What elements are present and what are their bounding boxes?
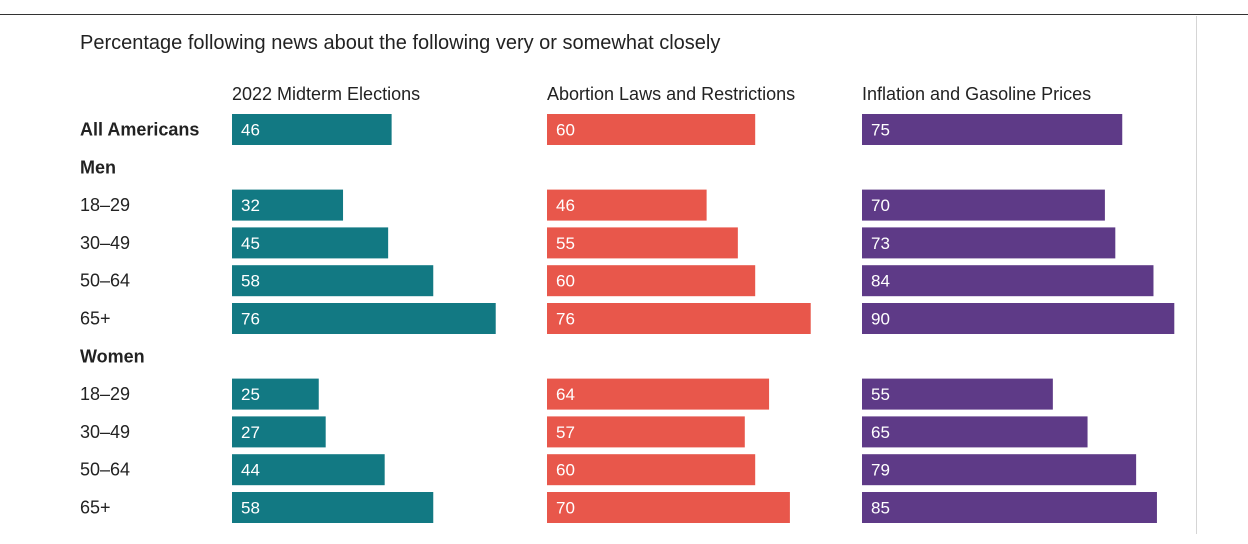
bar <box>232 227 389 259</box>
row-label: 50–64 <box>80 271 130 291</box>
bar <box>862 265 1154 297</box>
data-label: 64 <box>556 385 575 404</box>
data-label: 55 <box>871 385 890 404</box>
data-label: 76 <box>241 310 260 329</box>
top-divider <box>0 14 1248 15</box>
chart-title: Percentage following news about the foll… <box>80 32 721 54</box>
bar <box>862 114 1123 145</box>
category-header: Abortion Laws and Restrictions <box>547 84 795 104</box>
data-label: 32 <box>241 196 260 215</box>
bar <box>232 492 434 523</box>
data-label: 70 <box>871 196 890 215</box>
category-header: 2022 Midterm Elections <box>232 84 420 104</box>
bar <box>862 492 1157 523</box>
data-label: 60 <box>556 461 575 480</box>
data-label: 73 <box>871 234 890 253</box>
bar <box>547 189 707 221</box>
right-divider <box>1196 16 1197 534</box>
row-label: 18–29 <box>80 384 130 404</box>
group-header: Women <box>80 346 145 366</box>
row-label: 30–49 <box>80 233 130 253</box>
bar <box>862 227 1116 259</box>
row-label: 65+ <box>80 309 111 329</box>
data-label: 46 <box>556 196 575 215</box>
data-label: 46 <box>241 121 260 140</box>
data-label: 55 <box>556 234 575 253</box>
data-label: 90 <box>871 310 890 329</box>
bar <box>547 378 770 410</box>
group-header: Men <box>80 157 116 177</box>
bar <box>547 227 738 259</box>
bar <box>862 189 1105 221</box>
data-label: 58 <box>241 272 260 291</box>
bar <box>232 454 385 486</box>
bar <box>862 303 1175 334</box>
data-label: 45 <box>241 234 260 253</box>
bar <box>547 265 756 297</box>
data-label: 60 <box>556 272 575 291</box>
bar <box>547 416 745 448</box>
row-label: 30–49 <box>80 422 130 442</box>
row-label: All Americans <box>80 120 199 140</box>
bar <box>862 416 1088 448</box>
bar <box>547 454 756 486</box>
category-header: Inflation and Gasoline Prices <box>862 84 1091 104</box>
bar <box>862 454 1137 486</box>
bar <box>232 378 319 410</box>
data-label: 70 <box>556 499 575 518</box>
data-label: 25 <box>241 385 260 404</box>
data-label: 76 <box>556 310 575 329</box>
data-label: 58 <box>241 499 260 518</box>
data-label: 79 <box>871 461 890 480</box>
bar <box>232 265 434 297</box>
bar <box>547 303 811 334</box>
data-label: 85 <box>871 499 890 518</box>
data-label: 27 <box>241 423 260 442</box>
row-label: 65+ <box>80 498 111 518</box>
bar <box>862 378 1053 410</box>
bar <box>547 492 790 523</box>
data-label: 75 <box>871 121 890 140</box>
row-label: 18–29 <box>80 195 130 215</box>
data-label: 57 <box>556 423 575 442</box>
bar <box>547 114 756 145</box>
data-label: 44 <box>241 461 260 480</box>
bar <box>232 416 326 448</box>
data-label: 60 <box>556 121 575 140</box>
bar <box>232 114 392 145</box>
row-label: 50–64 <box>80 460 130 480</box>
bar <box>232 303 496 334</box>
bar <box>232 189 344 221</box>
data-label: 84 <box>871 272 890 291</box>
data-label: 65 <box>871 423 890 442</box>
